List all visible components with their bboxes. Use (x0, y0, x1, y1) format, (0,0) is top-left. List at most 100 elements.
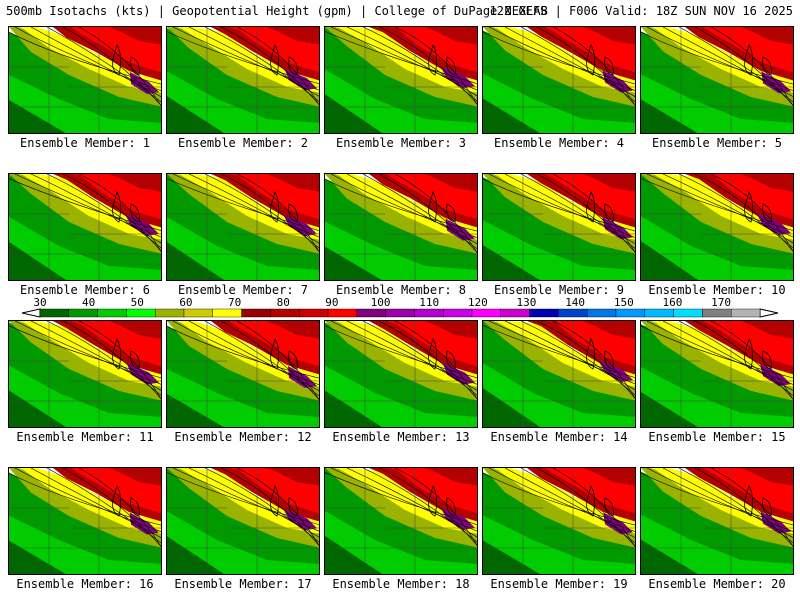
height-contour (504, 174, 635, 244)
colorbar-tick-label: 100 (371, 296, 391, 309)
great-lakes (270, 338, 298, 370)
ensemble-panel (324, 173, 478, 281)
colorbar-left-arrow (21, 308, 41, 318)
ensemble-panel (8, 26, 162, 134)
wind-speed-band (287, 365, 317, 388)
height-contour (172, 174, 319, 238)
height-contour (641, 325, 793, 379)
colorbar-segment (212, 308, 242, 318)
height-contour (188, 174, 319, 244)
colorbar-segment (443, 308, 473, 318)
state-borders (325, 174, 477, 280)
height-contour (710, 27, 793, 107)
colorbar-segment (356, 308, 386, 318)
wind-speed-band (741, 321, 793, 339)
wind-speed-band (109, 27, 161, 45)
ensemble-panel (8, 320, 162, 428)
ensemble-panel (324, 26, 478, 134)
great-lakes (744, 44, 772, 76)
height-contour (30, 27, 161, 98)
height-contour (488, 174, 635, 238)
colorbar-segment (471, 308, 501, 318)
wind-speed-band (641, 468, 793, 548)
height-contour (204, 468, 319, 543)
wind-speed-band (641, 174, 793, 254)
great-lakes (586, 44, 614, 76)
colorbar-segment (702, 308, 732, 318)
colorbar-tick-label: 170 (711, 296, 731, 309)
height-contour (46, 27, 161, 103)
great-lakes (428, 485, 456, 517)
colorbar-tick-label: 80 (277, 296, 290, 309)
wind-speed-band (129, 71, 159, 94)
wind-speed-band (337, 27, 477, 93)
height-contour (504, 321, 635, 391)
height-contour (9, 472, 161, 526)
ensemble-panel (8, 467, 162, 575)
height-contour (552, 174, 635, 253)
wind-speed-band (583, 468, 635, 486)
state-borders (9, 321, 161, 427)
header-title: 500mb Isotachs (kts) | Geopotential Heig… (6, 4, 548, 18)
ensemble-panel (166, 467, 320, 575)
wind-speed-band (425, 321, 477, 339)
height-contour (346, 27, 477, 97)
height-contour (14, 27, 161, 91)
state-borders (167, 468, 319, 574)
state-borders (9, 468, 161, 574)
colorbar-segment (529, 308, 559, 318)
wind-speed-band (425, 27, 477, 45)
ensemble-member-label: Ensemble Member: 20 (648, 577, 786, 591)
height-contour (483, 178, 635, 232)
ensemble-panel (166, 26, 320, 134)
height-contour (641, 31, 793, 85)
height-contour (488, 27, 635, 91)
wind-speed-band (325, 321, 477, 401)
great-lakes (112, 338, 140, 370)
state-borders (9, 27, 161, 133)
height-contour (236, 27, 319, 106)
ensemble-member-label: Ensemble Member: 18 (332, 577, 470, 591)
great-lakes (270, 191, 298, 223)
height-contour (204, 321, 319, 397)
state-borders (641, 174, 793, 280)
height-contour (394, 174, 477, 254)
wind-speed-band (653, 174, 793, 240)
wind-speed-band (167, 27, 319, 107)
height-contour (9, 31, 161, 85)
wind-speed-band (109, 174, 161, 192)
state-borders (167, 174, 319, 280)
ensemble-member-label: Ensemble Member: 10 (648, 283, 786, 297)
colorbar-segment (414, 308, 444, 318)
ensemble-member-label: Ensemble Member: 16 (16, 577, 154, 591)
state-borders (483, 174, 635, 280)
wind-speed-band (495, 321, 635, 387)
ensemble-panel (166, 320, 320, 428)
height-contour (662, 27, 793, 97)
height-contour (552, 468, 635, 548)
ensemble-panel (640, 320, 794, 428)
ensemble-member-label: Ensemble Member: 17 (174, 577, 312, 591)
height-contour (188, 468, 319, 538)
ensemble-member-label: Ensemble Member: 6 (19, 283, 151, 297)
wind-speed-band (267, 468, 319, 486)
ensemble-member-label: Ensemble Member: 8 (335, 283, 467, 297)
height-contour (78, 321, 161, 400)
state-borders (325, 27, 477, 133)
height-contour (236, 174, 319, 252)
wind-speed-band (583, 27, 635, 45)
colorbar-segment (731, 308, 761, 318)
height-contour (362, 321, 477, 396)
height-contour (710, 321, 793, 400)
wind-speed-band (483, 27, 635, 107)
great-lakes (112, 485, 140, 517)
height-contour (30, 174, 161, 244)
height-contour (641, 472, 793, 526)
ensemble-member-label: Ensemble Member: 11 (16, 430, 154, 444)
height-contour (488, 321, 635, 385)
height-contour (188, 27, 319, 97)
wind-speed-band (741, 174, 793, 192)
colorbar-tick-label: 120 (468, 296, 488, 309)
great-lakes (744, 485, 772, 517)
height-contour (646, 27, 793, 91)
